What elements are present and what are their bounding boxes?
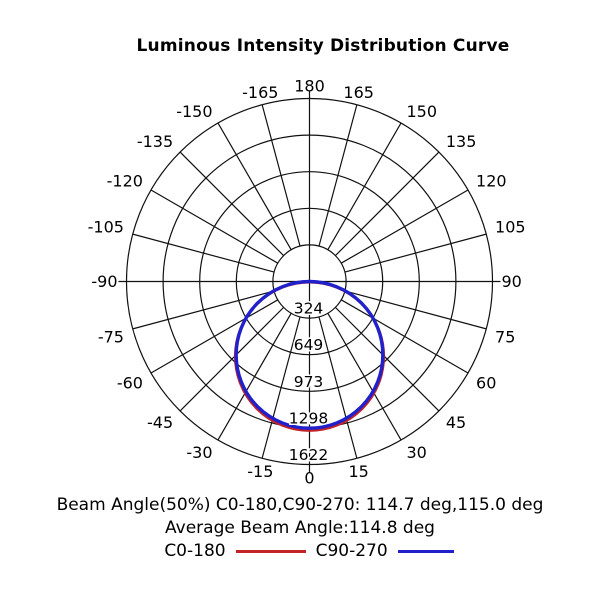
legend-label-c90-270: C90-270	[315, 541, 388, 561]
angle-tick-label: -120	[107, 172, 143, 191]
angle-tick-label: -75	[98, 328, 124, 347]
angle-tick-label: 15	[348, 462, 368, 481]
grid-spoke	[344, 290, 487, 330]
grid-spoke	[150, 299, 279, 374]
angle-tick-label: 105	[495, 217, 526, 236]
angle-tick-label: 75	[495, 328, 515, 347]
angle-tick-label: -150	[176, 102, 212, 121]
grid-spoke	[150, 189, 279, 264]
grid-spoke	[179, 151, 285, 257]
grid-spoke	[334, 306, 440, 412]
angle-tick-label: 165	[343, 83, 374, 102]
chart-title: Luminous Intensity Distribution Curve	[136, 36, 510, 56]
angle-tick-label: 120	[476, 172, 507, 191]
grid-spoke	[318, 316, 358, 459]
grid-spoke	[334, 151, 440, 257]
angle-tick-label: -165	[242, 83, 278, 102]
angle-tick-label: -90	[91, 272, 117, 291]
angle-tick-label: -60	[117, 374, 143, 393]
grid-spoke	[132, 233, 275, 273]
angle-tick-label: 0	[304, 469, 314, 488]
angle-tick-label: -135	[137, 132, 173, 151]
legend-label-c0-180: C0-180	[164, 541, 226, 561]
angle-tick-label: -105	[88, 217, 124, 236]
radial-tick-label: 324	[294, 300, 324, 318]
grid-spoke	[261, 316, 301, 459]
angle-tick-label: 180	[294, 77, 325, 96]
angle-tick-label: -45	[147, 413, 173, 432]
radial-tick-label: 1298	[289, 409, 328, 427]
radial-tick-label: 1622	[289, 446, 328, 464]
beam-angle-annotation: Beam Angle(50%) C0-180,C90-270: 114.7 de…	[56, 495, 544, 515]
angle-tick-label: 30	[407, 443, 427, 462]
grid-spoke	[318, 104, 358, 247]
legend: C0-180 C90-270	[14, 541, 600, 561]
angle-tick-label: 135	[446, 132, 477, 151]
grid-spoke	[327, 122, 402, 251]
grid-spoke	[217, 122, 292, 251]
grid-spoke	[344, 233, 487, 273]
angle-tick-label: 150	[407, 102, 438, 121]
grid-spoke	[340, 299, 469, 374]
radial-tick-label: 973	[294, 373, 324, 391]
grid-spoke	[132, 290, 275, 330]
angle-tick-label: 90	[502, 272, 522, 291]
grid-spoke	[327, 312, 402, 441]
angle-tick-label: -30	[186, 443, 212, 462]
angle-tick-label: -15	[247, 462, 273, 481]
legend-line-c90-270-swatch	[397, 549, 454, 553]
grid-spoke	[179, 306, 285, 412]
legend-line-c0-180-swatch	[235, 549, 306, 553]
grid-spoke	[217, 312, 292, 441]
average-beam-angle-annotation: Average Beam Angle:114.8 deg	[165, 518, 435, 538]
grid-spoke	[261, 104, 301, 247]
angle-tick-label: 45	[446, 413, 466, 432]
radial-tick-label: 649	[294, 336, 324, 354]
angle-tick-label: 60	[476, 374, 496, 393]
curve-c90-270	[234, 279, 385, 430]
grid-spoke	[340, 189, 469, 264]
